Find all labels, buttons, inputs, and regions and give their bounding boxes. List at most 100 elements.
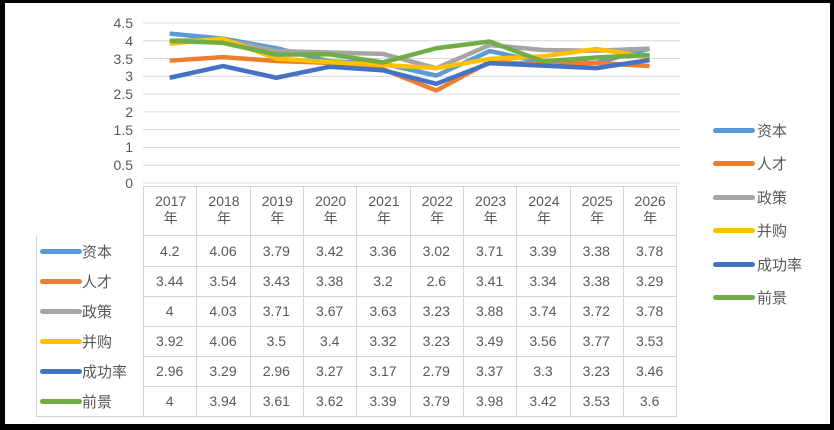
legend-key-prospect (40, 398, 82, 404)
series-name-label: 资本 (82, 243, 113, 261)
series-name-label: 政策 (82, 303, 113, 321)
legend-item-prospect: 前景 (713, 287, 787, 309)
series-line-talent (169, 54, 650, 93)
x-axis-category-label: 2024 年 (516, 186, 571, 236)
y-axis-tick-label: 3 (125, 68, 133, 85)
table-cell: 3.36 (356, 236, 411, 267)
table-cell: 3.49 (462, 326, 518, 357)
table-cell: 3.42 (302, 236, 358, 267)
table-cell: 3.29 (196, 356, 251, 387)
table-cell: 3.32 (356, 326, 411, 357)
legend-label: 成功率 (757, 256, 803, 274)
table-cell: 2.96 (143, 356, 198, 387)
table-cell: 3.23 (409, 296, 464, 327)
series-name-label: 人才 (82, 273, 113, 291)
table-cell: 4.06 (196, 236, 251, 267)
legend-key-prospect (713, 295, 755, 300)
table-cell: 3.4 (302, 326, 358, 357)
table-cell: 3.3 (516, 356, 571, 387)
table-cell: 3.23 (409, 326, 464, 357)
table-cell: 3.54 (196, 266, 251, 297)
table-cell: 3.02 (409, 236, 464, 267)
table-cell: 3.38 (569, 266, 624, 297)
table-cell: 3.53 (622, 326, 678, 357)
x-axis-category-label: 2026 年 (622, 186, 678, 236)
table-cell: 3.94 (196, 386, 251, 417)
legend-item-success-rate: 成功率 (713, 253, 802, 275)
table-cell: 3.39 (356, 386, 411, 417)
table-cell: 3.92 (143, 326, 198, 357)
table-cell: 2.6 (409, 266, 464, 297)
series-name-label: 成功率 (82, 363, 128, 381)
series-line-success-rate (169, 57, 650, 87)
table-cell: 3.74 (516, 296, 571, 327)
legend-label: 政策 (757, 189, 788, 207)
y-axis-tick-label: 2.5 (113, 86, 133, 103)
table-cell: 3.34 (516, 266, 571, 297)
legend-item-talent: 人才 (713, 153, 787, 175)
table-cell: 3.46 (622, 356, 678, 387)
table-cell: 3.71 (249, 296, 304, 327)
legend-key-capital (713, 127, 755, 133)
y-axis-tick-label: 1.5 (113, 121, 133, 138)
table-cell: 3.29 (622, 266, 678, 297)
x-axis-category-label: 2025 年 (569, 186, 624, 236)
table-cell: 3.39 (516, 236, 571, 267)
table-cell: 3.41 (462, 266, 518, 297)
table-cell: 4.03 (196, 296, 251, 327)
y-axis-tick-label: 4 (125, 32, 133, 49)
table-cell: 3.53 (569, 386, 624, 417)
table-cell: 3.27 (302, 356, 358, 387)
legend-key-talent (40, 278, 82, 284)
table-cell: 4 (143, 296, 198, 327)
table-cell: 3.61 (249, 386, 304, 417)
series-name-label: 并购 (82, 333, 113, 351)
y-axis-tick-label: 1 (125, 139, 133, 156)
y-axis-tick-label: 4.5 (113, 15, 133, 31)
legend-label: 资本 (757, 122, 788, 140)
table-cell: 3.6 (622, 386, 678, 417)
table-cell: 3.79 (409, 386, 464, 417)
y-axis-tick-label: 0 (125, 175, 133, 191)
table-cell: 3.71 (462, 236, 518, 267)
y-axis-tick-label: 2 (125, 103, 133, 120)
legend-item-capital: 资本 (713, 119, 787, 141)
table-cell: 3.88 (462, 296, 518, 327)
table-cell: 3.72 (569, 296, 624, 327)
table-cell: 3.43 (249, 266, 304, 297)
table-cell: 3.79 (249, 236, 304, 267)
series-line-prospect (169, 38, 650, 65)
table-cell: 3.98 (462, 386, 518, 417)
x-axis-category-label: 2017 年 (143, 186, 198, 236)
table-cell: 3.38 (569, 236, 624, 267)
table-cell: 3.2 (356, 266, 411, 297)
table-cell: 3.5 (249, 326, 304, 357)
y-axis-tick-label: 3.5 (113, 50, 133, 67)
table-cell: 3.37 (462, 356, 518, 387)
table-cell: 2.79 (409, 356, 464, 387)
legend-label: 人才 (757, 156, 788, 173)
table-cell: 4.06 (196, 326, 251, 357)
table-cell: 3.78 (622, 296, 678, 327)
table-cell: 3.42 (516, 386, 571, 417)
legend-key-merger (713, 228, 755, 233)
table-cell: 3.23 (569, 356, 624, 387)
table-cell: 2.96 (249, 356, 304, 387)
legend-item-policy: 政策 (713, 186, 787, 208)
table-cell: 4.2 (143, 236, 198, 267)
x-axis-category-label: 2018 年 (196, 186, 251, 236)
x-axis-category-label: 2019 年 (249, 186, 304, 236)
legend-item-merger: 并购 (713, 220, 787, 242)
legend-label: 并购 (757, 223, 788, 240)
table-cell: 3.78 (622, 236, 678, 267)
table-cell: 3.17 (356, 356, 411, 387)
series-line-policy (169, 37, 650, 71)
table-cell: 3.63 (356, 296, 411, 327)
table-cell: 3.67 (302, 296, 358, 327)
legend-key-policy (40, 308, 82, 314)
x-axis-category-label: 2020 年 (302, 186, 358, 236)
series-name-label: 前景 (82, 393, 113, 411)
legend-label: 前景 (757, 290, 788, 307)
